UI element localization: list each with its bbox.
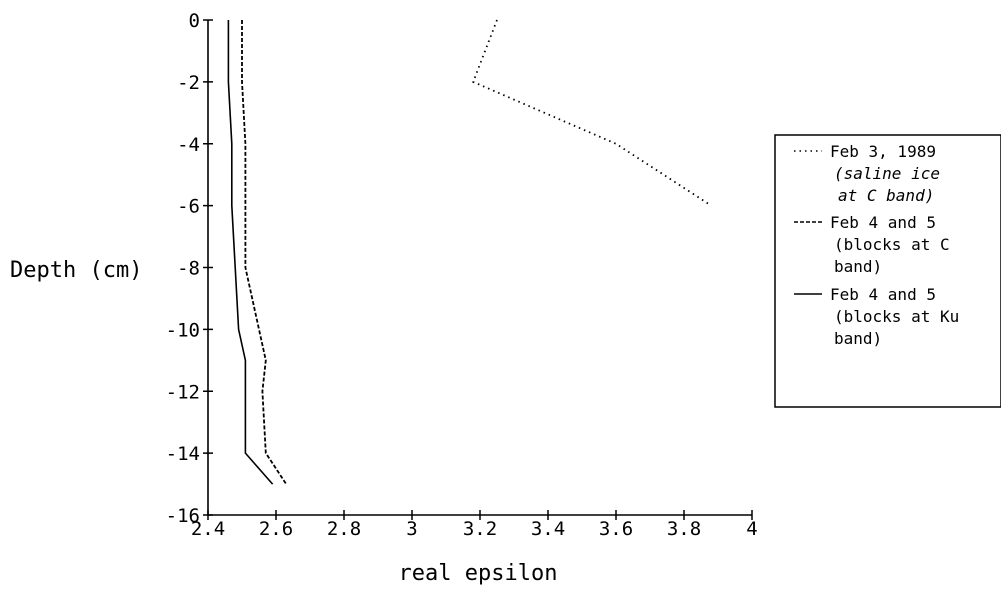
series-line-dashed (241, 20, 287, 485)
x-tick-label: 3.2 (463, 518, 497, 540)
y-tick-label: -2 (177, 72, 200, 94)
y-tick-label: -16 (166, 505, 200, 527)
x-tick-label: 3.4 (531, 518, 565, 540)
y-tick-label: -4 (177, 134, 200, 156)
y-tick-label: -8 (177, 258, 200, 280)
x-tick-label: 3 (406, 518, 417, 540)
legend-label: band) (834, 329, 882, 348)
axes: 0 -2 -4 -6 -8 -10 -12 -14 -162.4 2.6 2.8 3 3.2 3.4 3.6… (166, 10, 758, 540)
y-tick-label: -6 (177, 196, 200, 218)
x-axis-title: real epsilon (399, 561, 558, 586)
legend-label: Feb 4 and 5 (830, 285, 936, 304)
legend: Feb 3, 1989 (saline ice at C band) Feb 4 an… (774, 134, 1001, 408)
series-layer (227, 19, 712, 485)
series-line-solid (227, 20, 274, 485)
x-tick-label: 2.6 (259, 518, 293, 540)
x-tick-label: 3.8 (667, 518, 701, 540)
x-tick-label: 4 (746, 518, 757, 540)
y-tick-label: -12 (166, 381, 200, 403)
x-tick-label: 2.8 (327, 518, 361, 540)
legend-label: (blocks at Ku (834, 307, 959, 326)
legend-label: (saline ice (834, 164, 940, 183)
legend-label: at C band) (838, 186, 934, 205)
legend-label: Feb 4 and 5 (830, 213, 936, 232)
legend-label: band) (834, 257, 882, 276)
x-tick-label: 3.6 (599, 518, 633, 540)
x-tick-label: 2.4 (191, 518, 225, 540)
y-tick-label: -14 (166, 443, 200, 465)
legend-label: (blocks at C (834, 235, 950, 254)
y-tick-label: -10 (166, 319, 200, 341)
series-line-dotted (472, 19, 712, 207)
y-axis-title: Depth (cm) (10, 258, 142, 283)
legend-box (774, 134, 1001, 408)
legend-label: Feb 3, 1989 (830, 142, 936, 161)
y-tick-label: 0 (189, 10, 200, 32)
